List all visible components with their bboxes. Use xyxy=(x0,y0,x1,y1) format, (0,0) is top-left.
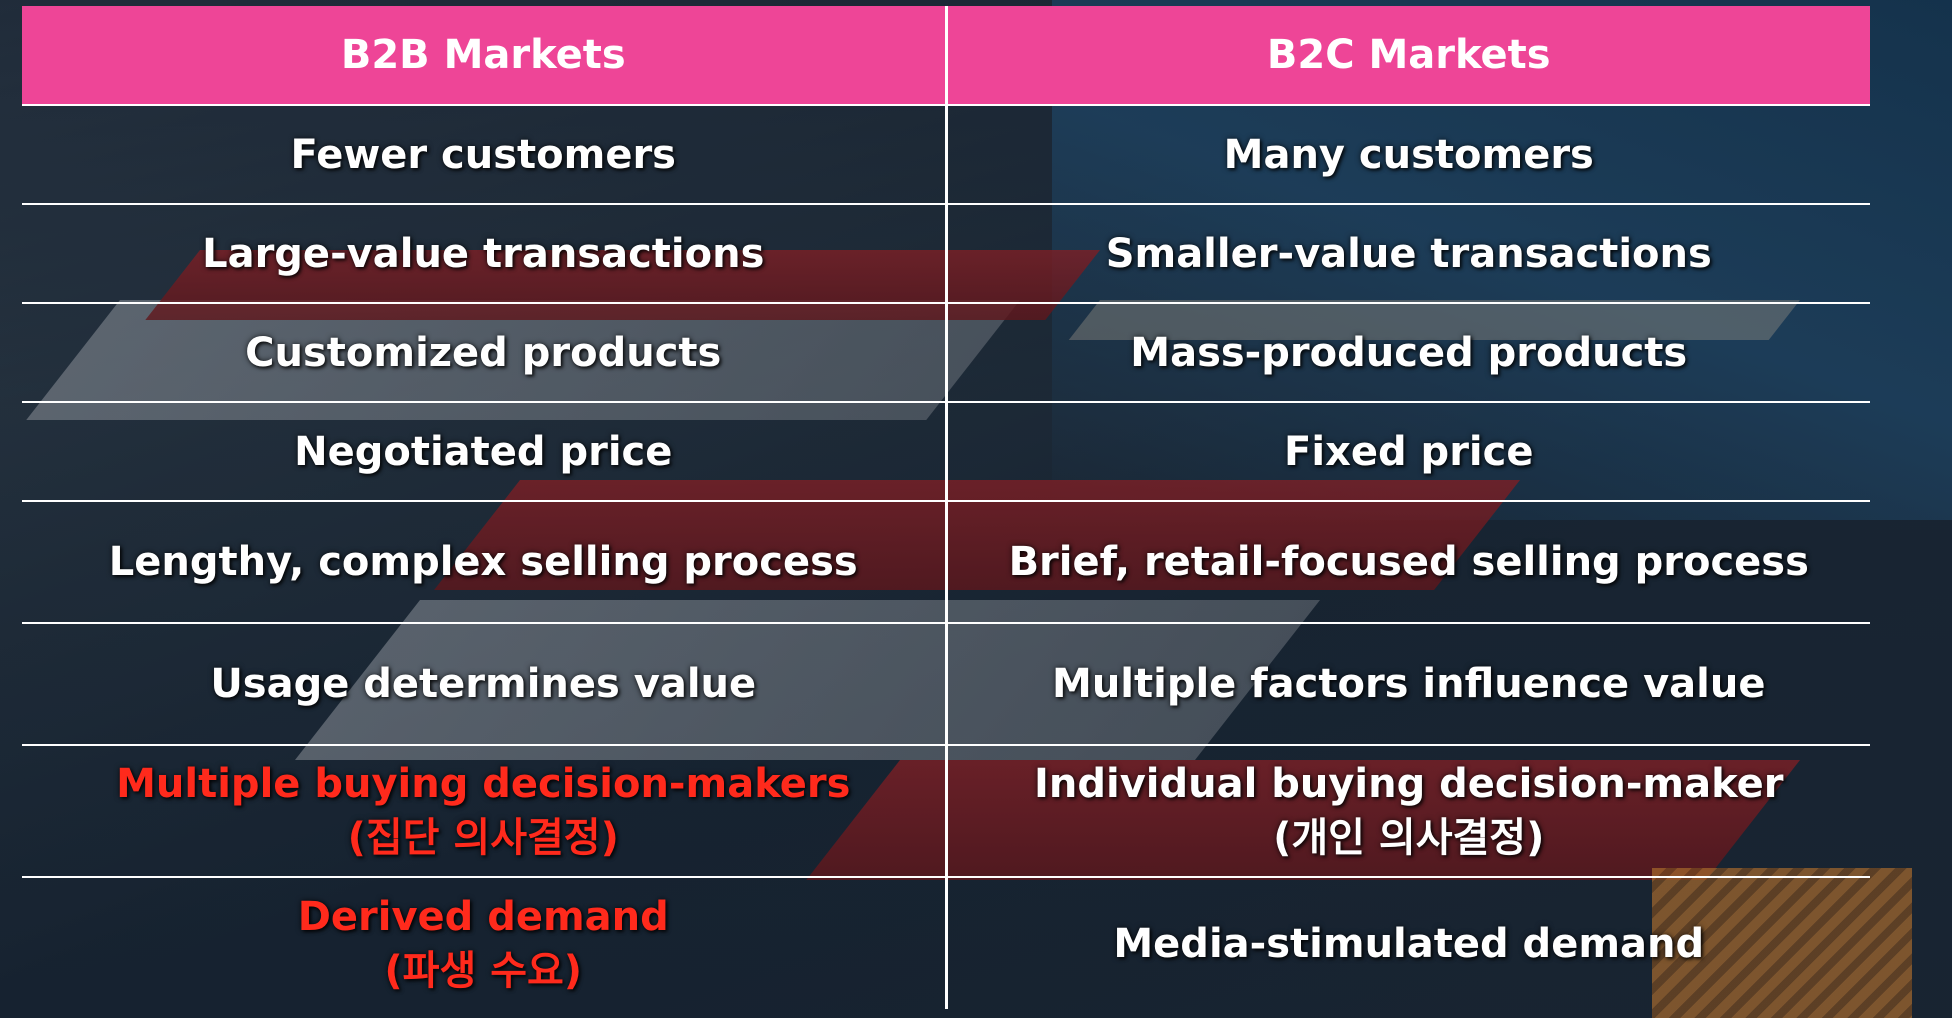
table-row: Multiple buying decision-makers (집단 의사결정… xyxy=(22,745,1870,878)
cell-text-korean: (개인 의사결정) xyxy=(1273,815,1545,861)
b2b-cell: Usage determines value xyxy=(22,623,946,746)
cell-text: Fixed price xyxy=(1284,428,1534,475)
b2c-cell: Fixed price xyxy=(944,402,1870,502)
cell-text: Large-value transactions xyxy=(202,230,765,277)
b2b-cell: Fewer customers xyxy=(22,105,946,205)
table-row: Large-value transactions Smaller-value t… xyxy=(22,204,1870,304)
b2b-cell: Negotiated price xyxy=(22,402,946,502)
cell-text: Media-stimulated demand xyxy=(1113,920,1705,967)
cell-text-korean: (집단 의사결정) xyxy=(347,815,619,861)
table-row: Derived demand (파생 수요) Media-stimulated … xyxy=(22,877,1870,1009)
cell-text: Customized products xyxy=(245,329,722,376)
cell-text: Brief, retail-focused selling process xyxy=(1008,539,1809,585)
cell-text: Individual buying decision-maker xyxy=(1034,761,1784,807)
b2b-cell: Large-value transactions xyxy=(22,204,946,304)
header-b2b: B2B Markets xyxy=(22,6,946,106)
table-row: Usage determines value Multiple factors … xyxy=(22,623,1870,746)
header-b2c: B2C Markets xyxy=(944,6,1870,106)
cell-text: Many customers xyxy=(1223,131,1594,178)
b2b-cell-highlight: Multiple buying decision-makers (집단 의사결정… xyxy=(22,745,946,878)
cell-text: Smaller-value transactions xyxy=(1105,230,1712,277)
b2c-cell: Smaller-value transactions xyxy=(944,204,1870,304)
b2c-cell: Many customers xyxy=(944,105,1870,205)
table-row: Customized products Mass-produced produc… xyxy=(22,303,1870,403)
b2c-cell: Individual buying decision-maker (개인 의사결… xyxy=(944,745,1870,878)
cell-text: Multiple buying decision-makers xyxy=(116,761,851,807)
cell-text: Lengthy, complex selling process xyxy=(108,539,858,585)
comparison-table: B2B Markets B2C Markets Fewer customers … xyxy=(22,6,1870,1009)
table-row: Fewer customers Many customers xyxy=(22,105,1870,205)
b2c-cell: Media-stimulated demand xyxy=(944,877,1870,1009)
b2c-cell: Brief, retail-focused selling process xyxy=(944,501,1870,624)
b2c-cell: Multiple factors influence value xyxy=(944,623,1870,746)
cell-text: Multiple factors influence value xyxy=(1052,661,1766,707)
b2b-cell-highlight: Derived demand (파생 수요) xyxy=(22,877,946,1009)
b2c-cell: Mass-produced products xyxy=(944,303,1870,403)
table-header-row: B2B Markets B2C Markets xyxy=(22,6,1870,106)
b2b-cell: Lengthy, complex selling process xyxy=(22,501,946,624)
b2b-cell: Customized products xyxy=(22,303,946,403)
cell-text: Mass-produced products xyxy=(1130,329,1688,376)
table-row: Negotiated price Fixed price xyxy=(22,402,1870,502)
cell-text-korean: (파생 수요) xyxy=(384,947,583,994)
cell-text: Fewer customers xyxy=(290,131,676,178)
table-row: Lengthy, complex selling process Brief, … xyxy=(22,501,1870,624)
cell-text: Usage determines value xyxy=(210,661,757,707)
cell-text: Negotiated price xyxy=(294,428,673,475)
cell-text: Derived demand xyxy=(297,893,669,940)
